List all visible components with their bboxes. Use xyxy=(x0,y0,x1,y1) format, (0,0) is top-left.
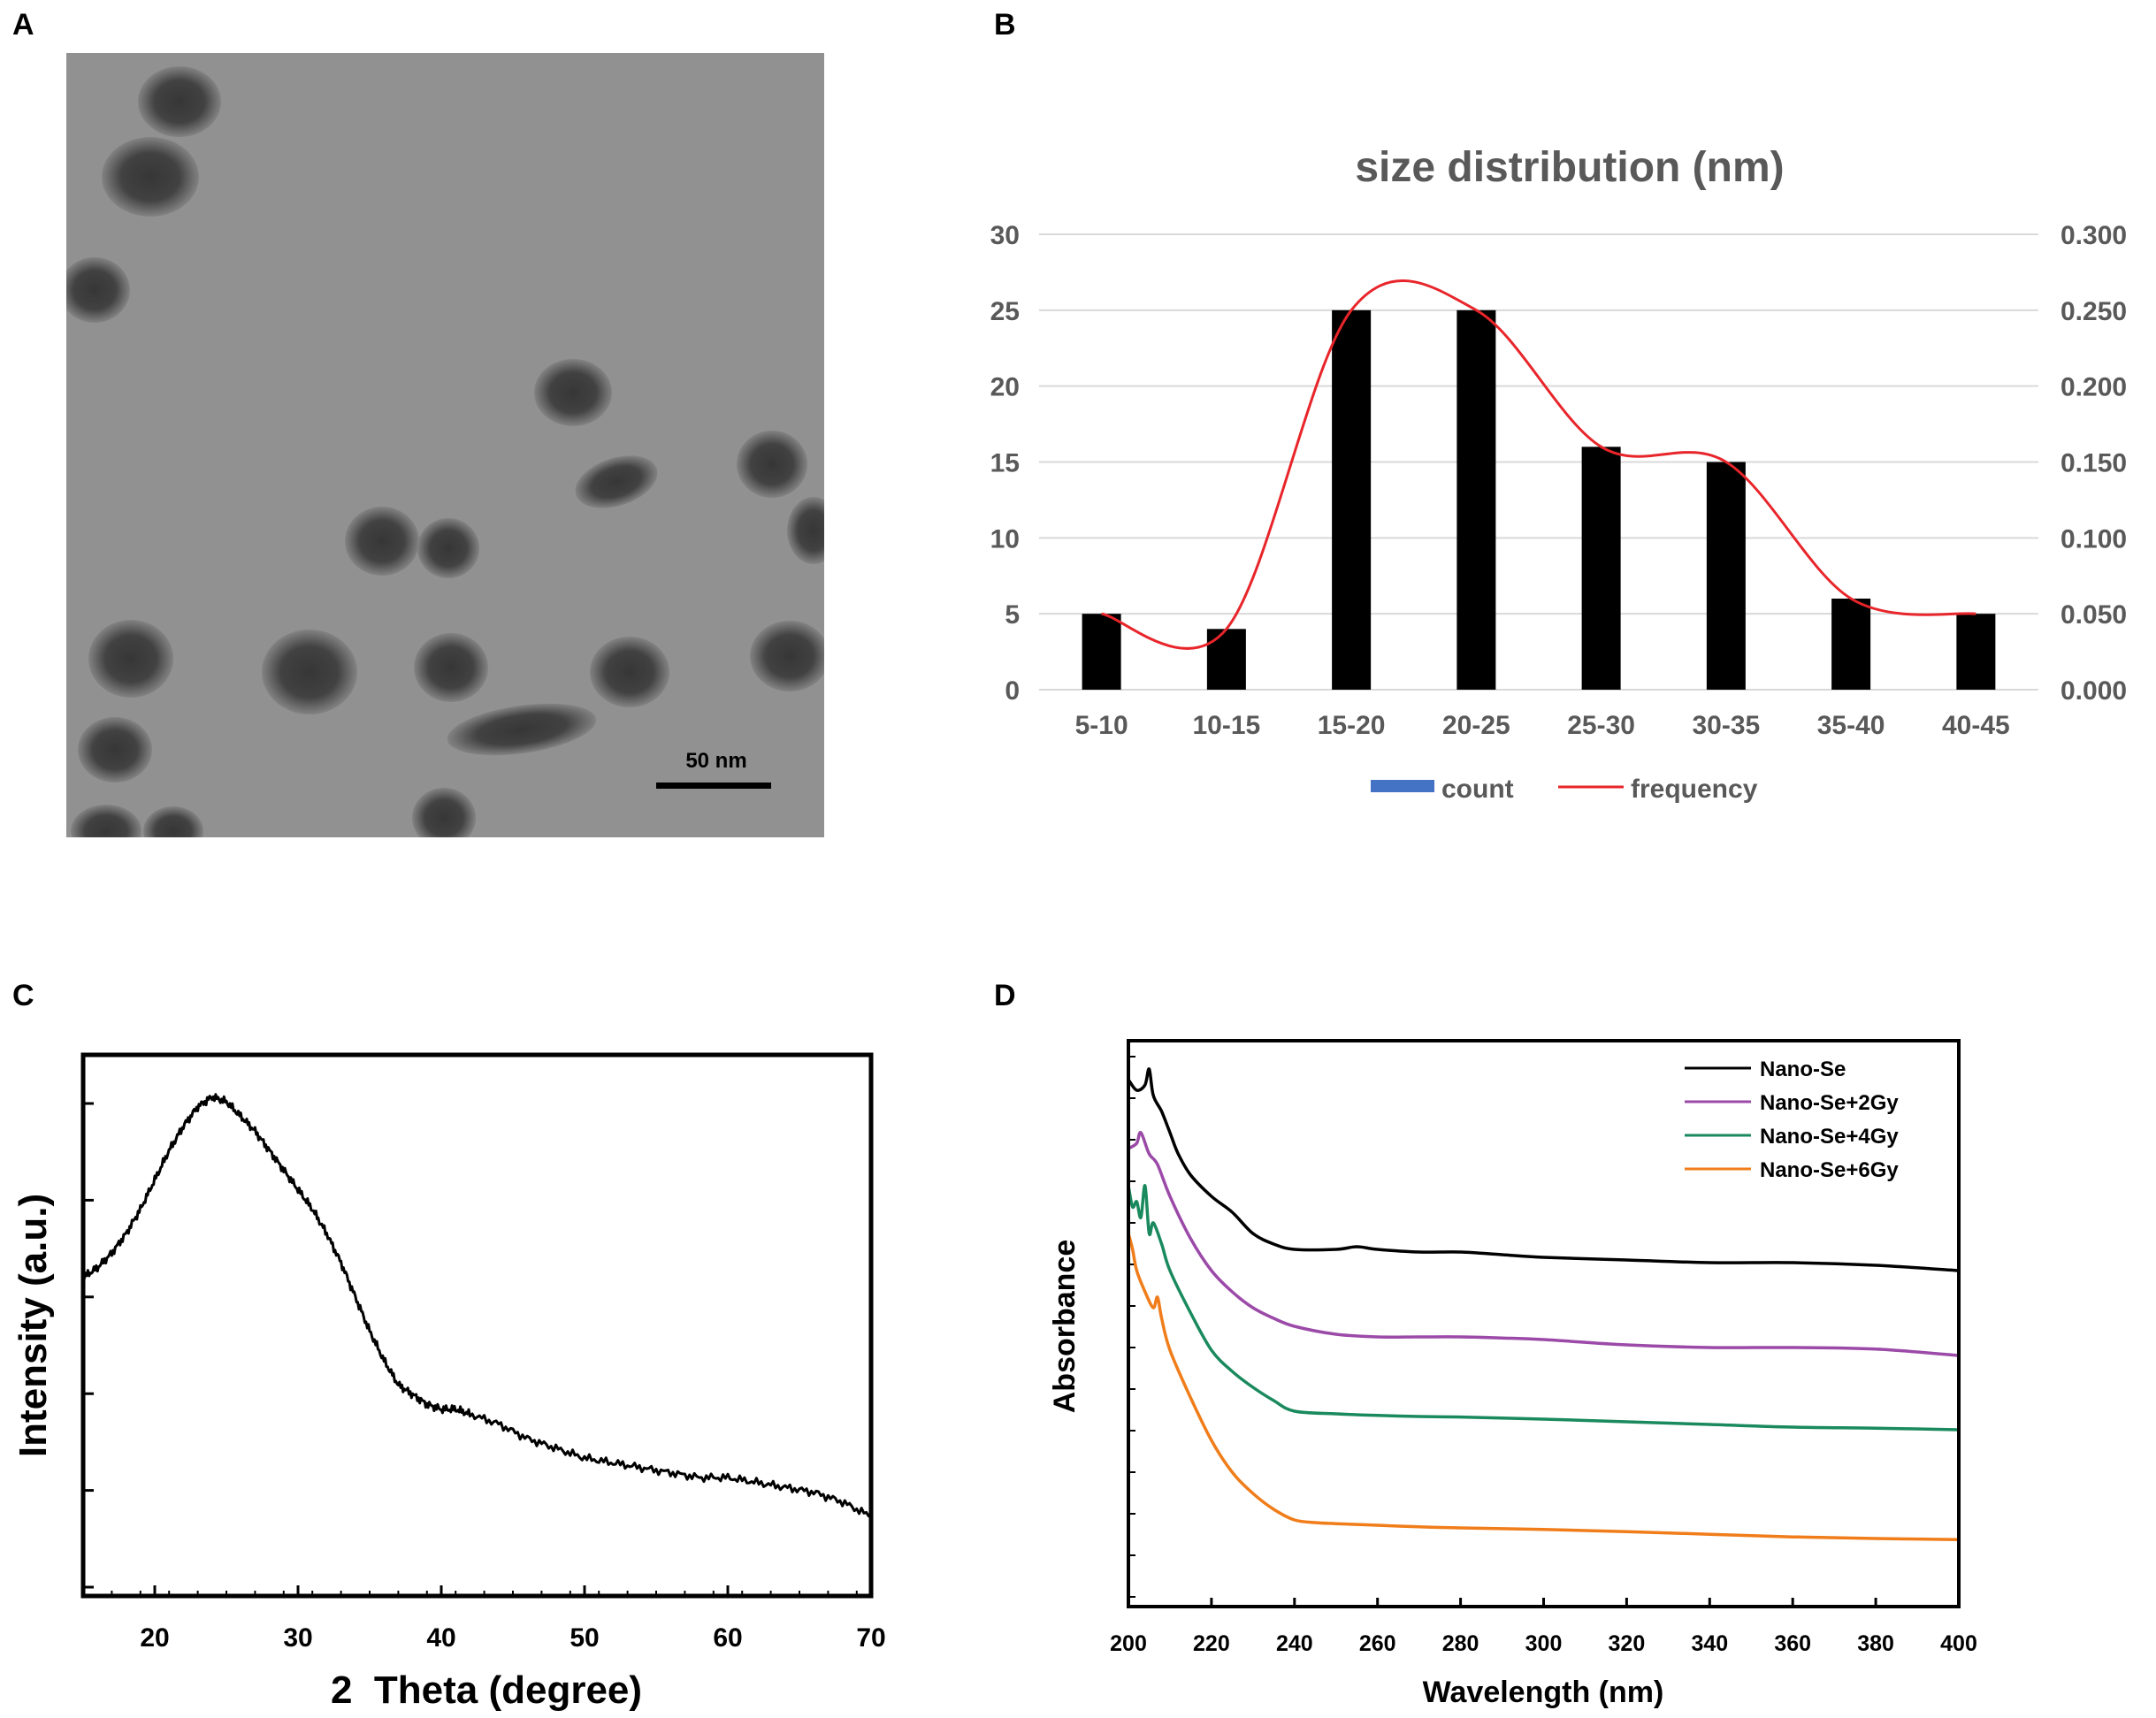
legend-count-label: count xyxy=(1441,775,1514,804)
y-axis-left-ticks: 0 5 10 15 20 25 30 xyxy=(990,221,1020,706)
series-nano-se-2gy xyxy=(1128,1131,1960,1357)
legend: Nano-Se Nano-Se+2Gy Nano-Se+4Gy Nano-Se+6Gy xyxy=(1685,1058,1899,1182)
bar-10-15 xyxy=(1206,629,1246,690)
x-tick-label: 20 xyxy=(140,1623,169,1653)
x-tick-label: 380 xyxy=(1857,1631,1894,1656)
series-nano-se-6gy xyxy=(1127,1233,1960,1541)
x-tick-label: 5-10 xyxy=(1075,711,1128,740)
y-tick-label-left: 30 xyxy=(990,221,1020,250)
panel-letter-b: B xyxy=(994,8,1016,42)
panel-letter-a: A xyxy=(12,8,34,42)
x-tick-label: 40-45 xyxy=(1942,711,2010,740)
bar-20-25 xyxy=(1456,309,1496,690)
bar-30-35 xyxy=(1706,462,1746,690)
y-tick-label-left: 15 xyxy=(990,449,1020,478)
y-tick-label-left: 5 xyxy=(1005,600,1020,630)
gridlines xyxy=(1039,233,2038,691)
x-tick-label: 300 xyxy=(1525,1631,1563,1656)
x-axis-label: Wavelength (nm) xyxy=(1423,1676,1664,1709)
y-tick-label-left: 0 xyxy=(1005,676,1020,706)
x-tick-label: 340 xyxy=(1691,1631,1728,1656)
legend-frequency-label: frequency xyxy=(1631,775,1758,804)
y-tick-label-right: 0.250 xyxy=(2060,297,2127,326)
bar-15-20 xyxy=(1332,309,1372,690)
x-tick-label: 360 xyxy=(1774,1631,1811,1656)
y-tick-label-left: 25 xyxy=(990,297,1020,326)
y-tick-label-right: 0.100 xyxy=(2060,524,2127,554)
x-tick-label: 30 xyxy=(283,1623,312,1653)
frequency-line xyxy=(1101,279,1976,650)
x-tick-label: 20-25 xyxy=(1442,711,1510,740)
x-tick-label: 200 xyxy=(1110,1631,1147,1656)
y-tick-label-left: 20 xyxy=(990,373,1020,402)
x-axis-label: 2 Theta (degree) xyxy=(331,1668,642,1712)
legend-label: Nano-Se+2Gy xyxy=(1760,1091,1899,1115)
tem-micrograph: 50 nm xyxy=(66,53,824,837)
x-tick-label: 30-35 xyxy=(1693,711,1761,740)
legend-label: Nano-Se xyxy=(1760,1058,1846,1081)
y-tick-label-left: 10 xyxy=(990,524,1020,554)
bar-35-40 xyxy=(1831,599,1871,690)
tem-noise xyxy=(66,53,824,837)
chart-uv-vis: 200 220 240 260 280 300 320 340 360 380 400 Nano-S… xyxy=(1048,1039,1977,1709)
x-tick-label: 50 xyxy=(570,1623,599,1653)
y-tick-label-right: 0.150 xyxy=(2060,449,2127,478)
x-tick-label: 400 xyxy=(1940,1631,1977,1656)
legend-label: Nano-Se+4Gy xyxy=(1760,1125,1899,1149)
x-tick-label: 40 xyxy=(426,1623,455,1653)
x-tick-label: 60 xyxy=(713,1623,742,1653)
absorbance-series xyxy=(1127,1067,1960,1541)
bar-25-30 xyxy=(1581,447,1621,690)
series-nano-se xyxy=(1127,1067,1960,1272)
y-tick-label-right: 0.200 xyxy=(2060,373,2127,402)
x-tick-label: 25-30 xyxy=(1567,711,1635,740)
y-tick-label-right: 0.000 xyxy=(2060,676,2127,706)
y-tick-label-right: 0.050 xyxy=(2060,600,2127,630)
legend: count frequency xyxy=(1371,775,1758,804)
legend-count-swatch xyxy=(1371,780,1434,792)
x-axis-ticks: 200 220 240 260 280 300 320 340 360 380 400 xyxy=(1110,1598,1977,1656)
scale-bar xyxy=(656,783,771,789)
x-tick-label: 15-20 xyxy=(1318,711,1386,740)
bar-5-10 xyxy=(1082,614,1121,690)
chart-size-distribution: size distribution (nm) 0 5 10 15 20 25 30 0.00… xyxy=(990,144,2127,804)
x-tick-label: 10-15 xyxy=(1193,711,1261,740)
x-tick-label: 220 xyxy=(1193,1631,1230,1656)
panel-letter-d: D xyxy=(994,979,1016,1012)
y-axis-right-ticks: 0.000 0.050 0.100 0.150 0.200 0.250 0.300 xyxy=(2060,221,2127,706)
x-tick-label: 280 xyxy=(1442,1631,1479,1656)
chart-title: size distribution (nm) xyxy=(1355,144,1784,191)
y-axis-label: Intensity (a.u.) xyxy=(11,1194,55,1457)
count-bars xyxy=(1082,309,1996,690)
plot-frame xyxy=(1127,1039,1961,1608)
x-tick-label: 260 xyxy=(1359,1631,1396,1656)
scale-bar-label: 50 nm xyxy=(685,749,746,773)
y-tick-label-right: 0.300 xyxy=(2060,221,2127,250)
x-tick-label: 240 xyxy=(1276,1631,1313,1656)
x-tick-label: 35-40 xyxy=(1817,711,1885,740)
x-axis-ticks: 5-10 10-15 15-20 20-25 25-30 30-35 35-40 40-45 xyxy=(1075,711,2010,740)
plot-frame xyxy=(80,1052,874,1599)
x-tick-label: 70 xyxy=(856,1623,885,1653)
y-axis-label: Absorbance xyxy=(1048,1240,1082,1414)
series-nano-se-4gy xyxy=(1127,1184,1960,1432)
x-axis-ticks: 20 30 40 50 60 70 xyxy=(82,1585,886,1653)
x-tick-label: 320 xyxy=(1609,1631,1646,1656)
xrd-curve xyxy=(82,1093,872,1518)
legend-label: Nano-Se+6Gy xyxy=(1760,1158,1899,1182)
panel-letter-c: C xyxy=(12,979,34,1012)
bar-40-45 xyxy=(1956,614,1996,690)
chart-xrd: 20 30 40 50 60 70 2 Theta (degree) Intensity … xyxy=(11,1052,886,1712)
